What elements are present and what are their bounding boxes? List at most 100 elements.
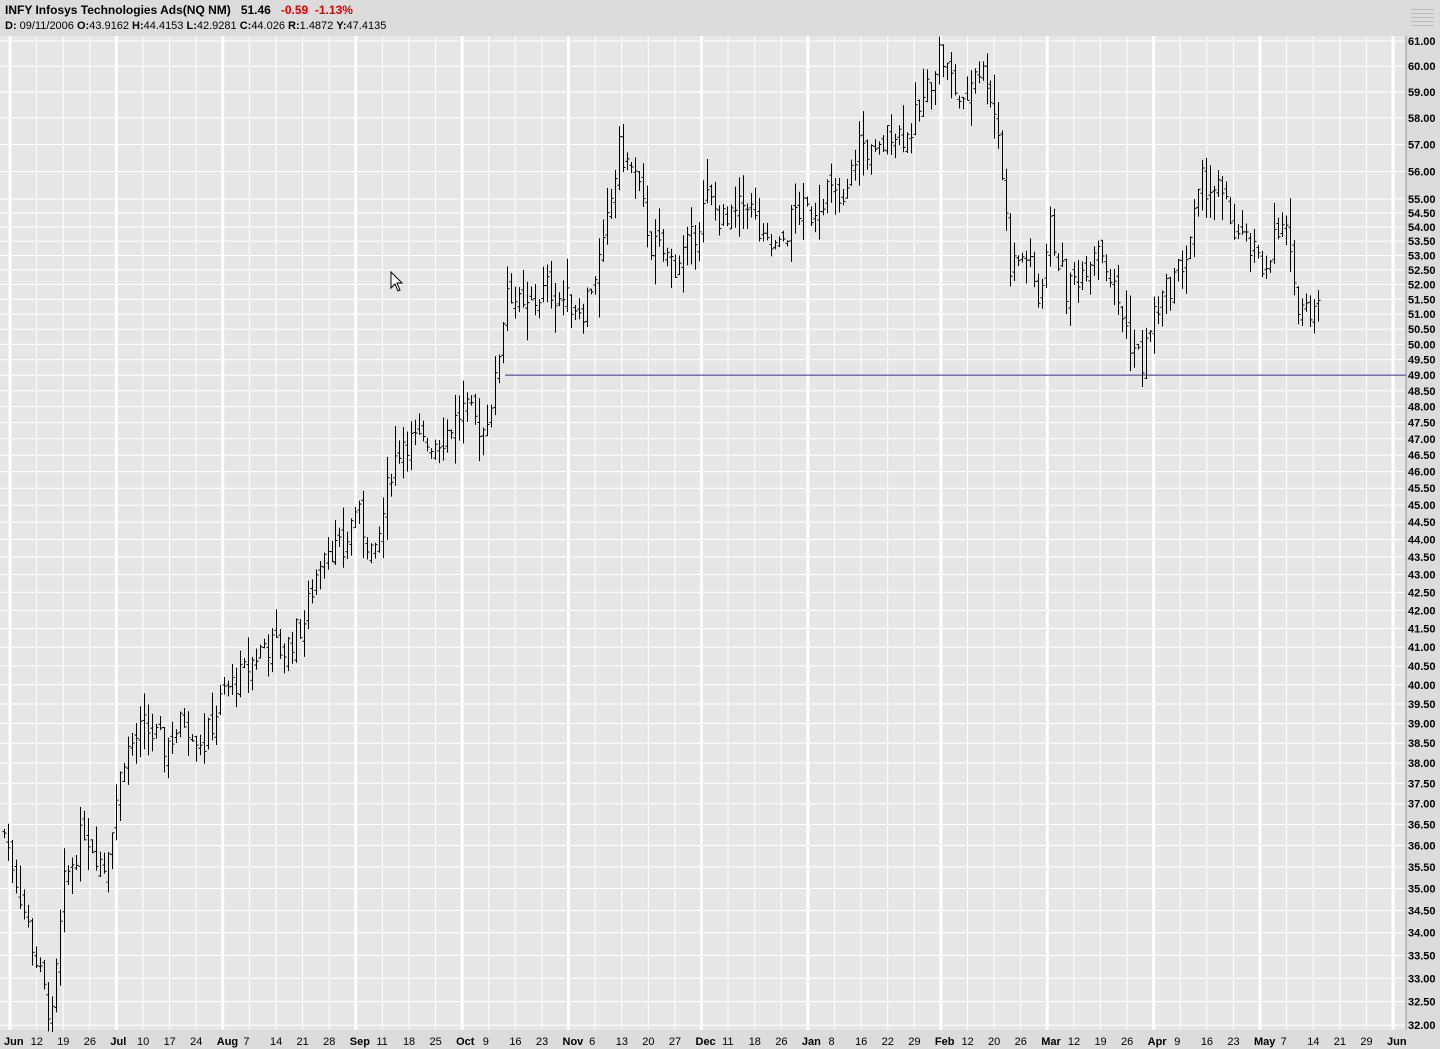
price-chart[interactable]: 61.00 60.00 59.00 58.00 57.00 56.00 55.00 54.50… (0, 36, 1440, 1049)
date-tick-label: Feb (935, 1036, 955, 1048)
date-tick-label: 11 (376, 1036, 387, 1048)
date-tick-label: Mar (1041, 1036, 1061, 1048)
price-tick-label: 59.00 (1408, 87, 1436, 99)
price-change-percent: -1.13% (314, 3, 353, 17)
date-tick-label: 7 (1281, 1036, 1287, 1048)
price-tick-label: 47.50 (1408, 418, 1436, 430)
scroll-grip[interactable] (1407, 6, 1438, 28)
price-tick-label: 42.50 (1408, 587, 1436, 599)
date-tick-label: 20 (988, 1036, 1000, 1048)
price-tick-label: 38.50 (1408, 738, 1436, 750)
price-tick-label: 53.00 (1408, 250, 1436, 262)
price-tick-label: 35.50 (1408, 862, 1436, 874)
date-tick-label: 11 (722, 1036, 733, 1048)
price-tick-label: 55.00 (1408, 194, 1436, 206)
price-tick-label: 43.00 (1408, 569, 1436, 581)
range-value: 1.4872 (299, 20, 334, 32)
date-tick-label: 23 (536, 1036, 548, 1048)
date-tick-label: 12 (31, 1036, 43, 1048)
date-axis: Jun 12 19 26 Jul 10 17 24 Aug 7 14 21 28 Sep 11 18 25 Oct… (4, 1036, 1407, 1048)
price-tick-label: 35.00 (1408, 884, 1436, 896)
price-tick-label: 51.50 (1408, 294, 1436, 306)
price-tick-label: 52.50 (1408, 265, 1436, 277)
date-tick-label: 16 (1201, 1036, 1213, 1048)
last-price: 51.46 (240, 3, 271, 17)
price-tick-label: 54.50 (1408, 208, 1436, 220)
date-tick-label: 9 (1174, 1036, 1180, 1048)
date-tick-label: Jul (110, 1036, 126, 1048)
date-tick-label: 6 (589, 1036, 595, 1048)
price-tick-label: 41.00 (1408, 642, 1436, 654)
date-tick-label: 10 (137, 1036, 149, 1048)
date-tick-label: Dec (696, 1036, 716, 1048)
price-tick-label: 42.00 (1408, 605, 1436, 617)
price-axis: 61.00 60.00 59.00 58.00 57.00 56.00 55.00 54.50… (1408, 36, 1436, 1032)
price-tick-label: 54.00 (1408, 222, 1436, 234)
date-tick-label: 28 (323, 1036, 335, 1048)
date-tick-label: Aug (217, 1036, 238, 1048)
price-tick-label: 41.50 (1408, 624, 1436, 636)
price-tick-label: 49.00 (1408, 370, 1436, 382)
price-tick-label: 32.00 (1408, 1020, 1436, 1032)
date-tick-label: 13 (616, 1036, 628, 1048)
price-tick-label: 53.50 (1408, 236, 1436, 248)
price-tick-label: 44.00 (1408, 534, 1436, 546)
y-value: 47.4135 (346, 20, 387, 32)
low-key: L: (186, 20, 197, 32)
date-tick-label: Jan (802, 1036, 821, 1048)
price-change: -0.59 (280, 3, 309, 17)
price-tick-label: 40.50 (1408, 661, 1436, 673)
price-tick-label: 48.50 (1408, 386, 1436, 398)
price-tick-label: 43.50 (1408, 552, 1436, 564)
date-tick-label: 14 (270, 1036, 282, 1048)
price-tick-label: 50.00 (1408, 339, 1436, 351)
price-tick-label: 33.50 (1408, 950, 1436, 962)
price-tick-label: 57.00 (1408, 139, 1436, 151)
close-key: C: (239, 20, 252, 32)
price-tick-label: 46.00 (1408, 467, 1436, 479)
close-value: 44.026 (251, 20, 285, 32)
date-tick-label: 16 (855, 1036, 867, 1048)
date-tick-label: 26 (84, 1036, 96, 1048)
date-tick-label: 27 (669, 1036, 681, 1048)
price-tick-label: 44.50 (1408, 517, 1436, 529)
y-key: Y: (336, 20, 347, 32)
date-tick-label: 12 (1068, 1036, 1080, 1048)
range-key: R: (288, 20, 300, 32)
date-tick-label: Jun (4, 1036, 24, 1048)
price-tick-label: 49.50 (1408, 355, 1436, 367)
date-tick-label: Oct (456, 1036, 475, 1048)
chart-title-bar: INFY Infosys Technologies Ads(NQ NM) 51.… (5, 3, 353, 17)
price-tick-label: 56.00 (1408, 166, 1436, 178)
price-tick-label: 37.00 (1408, 799, 1436, 811)
open-key: O: (76, 20, 90, 32)
price-tick-label: 40.00 (1408, 680, 1436, 692)
price-tick-label: 36.50 (1408, 819, 1436, 831)
price-tick-label: 61.00 (1408, 36, 1436, 48)
ohlc-readout: D: 09/11/2006 O:43.9162 H:44.4153 L:42.9… (5, 20, 386, 32)
date-tick-label: 19 (57, 1036, 69, 1048)
price-tick-label: 46.50 (1408, 450, 1436, 462)
price-tick-label: 60.00 (1408, 61, 1436, 73)
mouse-pointer-icon (390, 271, 404, 292)
date-tick-label: 14 (1307, 1036, 1319, 1048)
date-tick-label: May (1254, 1036, 1276, 1048)
date-tick-label: 26 (1015, 1036, 1027, 1048)
price-tick-label: 38.00 (1408, 758, 1436, 770)
date-tick-label: 18 (403, 1036, 415, 1048)
date-tick-label: 19 (1094, 1036, 1106, 1048)
price-tick-label: 58.00 (1408, 113, 1436, 125)
price-tick-label: 50.50 (1408, 324, 1436, 336)
price-tick-label: 45.00 (1408, 500, 1436, 512)
price-tick-label: 48.00 (1408, 402, 1436, 414)
price-tick-label: 39.50 (1408, 699, 1436, 711)
date-tick-label: 7 (243, 1036, 249, 1048)
date-tick-label: 16 (509, 1036, 521, 1048)
date-tick-label: 29 (1360, 1036, 1372, 1048)
date-tick-label: 24 (190, 1036, 202, 1048)
date-value: 09/11/2006 (19, 20, 74, 32)
price-tick-label: 37.50 (1408, 778, 1436, 790)
price-tick-label: 34.50 (1408, 905, 1436, 917)
date-tick-label: 20 (642, 1036, 654, 1048)
date-tick-label: 22 (882, 1036, 894, 1048)
